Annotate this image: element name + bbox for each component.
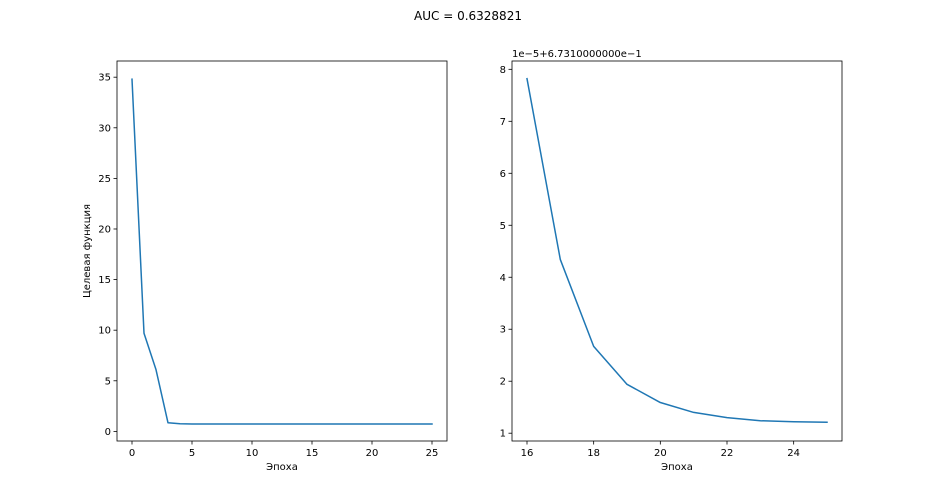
y-tick-label: 0 [105,427,111,438]
x-tick-label: 0 [129,448,135,459]
y-tick-label: 1 [500,429,506,440]
y-tick-label: 35 [98,73,111,84]
y-offset-text: 1e−5+6.7310000000e−1 [512,49,642,60]
x-tick-label: 15 [306,448,319,459]
y-tick-label: 8 [500,65,506,76]
axes-frame [116,60,448,442]
x-tick-label: 25 [426,448,439,459]
y-tick-label: 20 [98,224,111,235]
x-tick-label: 24 [787,448,800,459]
left-loss-subplot: 0 5 10 15 20 25 0 5 10 15 20 25 30 35 Эпоха Целевая фун… [82,60,448,473]
x-axis-label: Эпоха [661,462,693,473]
x-tick-label: 18 [587,448,600,459]
y-axis-label: Целевая функция [82,204,93,298]
x-tick-label: 5 [189,448,195,459]
y-tick-label: 25 [98,174,111,185]
y-tick-label: 2 [500,377,506,388]
figure-suptitle: AUC = 0.6328821 [414,9,522,23]
y-tick-label: 6 [500,169,506,180]
x-axis-label: Эпоха [266,462,298,473]
x-tick-label: 22 [721,448,734,459]
loss-series-line [526,77,828,424]
x-tick-label: 20 [654,448,667,459]
y-tick-label: 7 [500,117,506,128]
y-tick-label: 10 [98,326,111,337]
loss-series-line [131,78,433,425]
y-tick-label: 15 [98,275,111,286]
y-tick-label: 30 [98,123,111,134]
y-tick-label: 4 [500,273,506,284]
x-tick-label: 10 [246,448,259,459]
y-tick-label: 5 [105,376,111,387]
right-loss-zoom-subplot: 16 18 20 22 24 1 2 3 4 5 6 7 8 Эпоха 1e−5+6.7310000000… [500,49,843,473]
x-tick-label: 16 [521,448,534,459]
y-tick-label: 5 [500,221,506,232]
axes-frame [511,60,843,442]
x-tick-label: 20 [366,448,379,459]
y-tick-label: 3 [500,325,506,336]
